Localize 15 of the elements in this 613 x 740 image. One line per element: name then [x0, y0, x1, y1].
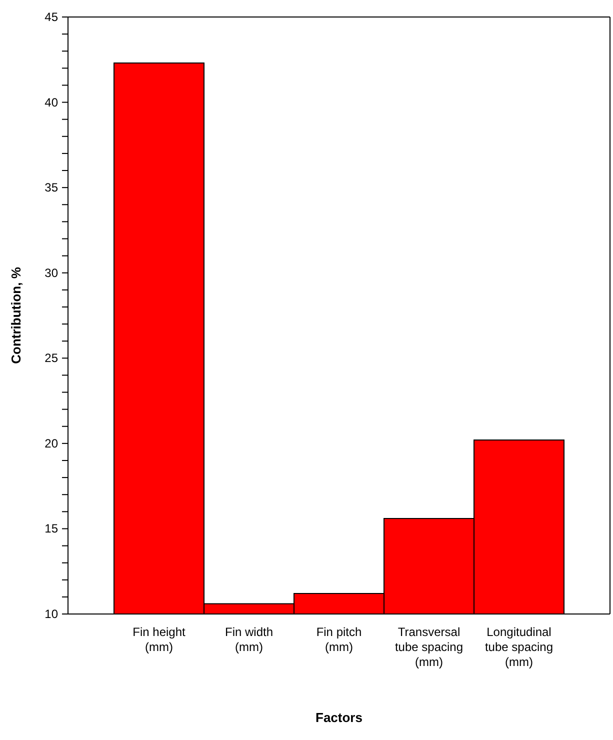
x-axis-title: Factors — [316, 710, 362, 725]
y-tick-label: 45 — [44, 10, 58, 24]
y-tick-label: 10 — [44, 607, 58, 621]
y-tick-label: 35 — [44, 180, 58, 195]
x-tick-label: Transversal tube spacing (mm) — [394, 625, 464, 669]
x-tick-label: Fin width (mm) — [224, 625, 274, 654]
x-tick-label: Fin pitch (mm) — [316, 625, 362, 654]
y-tick-label: 40 — [44, 95, 58, 110]
y-tick-label: 15 — [44, 522, 58, 536]
x-tick-label: Fin height (mm) — [132, 625, 186, 654]
y-tick-label: 30 — [44, 266, 58, 280]
y-tick-label: 20 — [44, 436, 58, 450]
y-axis-title: Contribution, % — [8, 266, 24, 364]
x-tick-label: Longitudinal tube spacing (mm) — [484, 625, 554, 669]
y-tick-label: 25 — [44, 351, 58, 366]
